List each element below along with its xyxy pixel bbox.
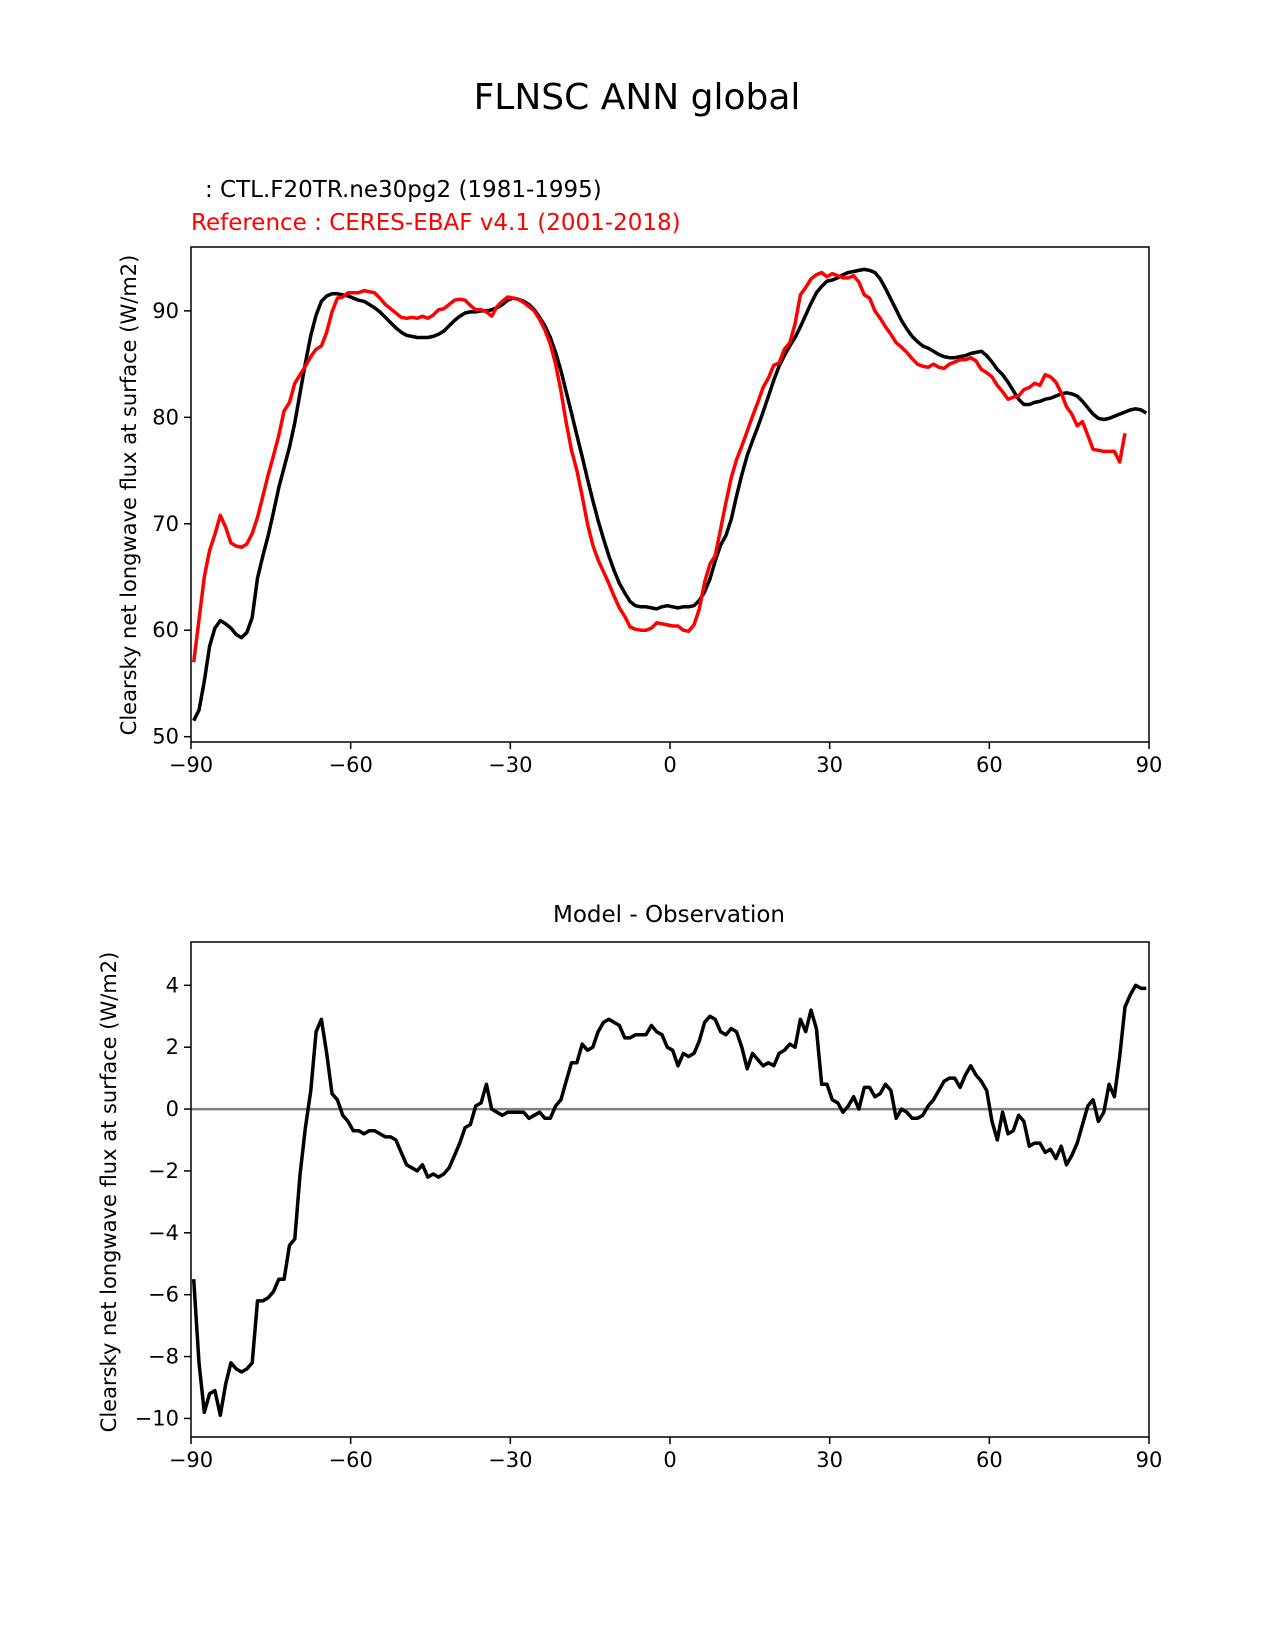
- difference-series-line: [191, 983, 1147, 1418]
- figure-title: FLNSC ANN global: [474, 77, 801, 118]
- test-series-line: [192, 267, 1148, 722]
- test-label: : CTL.F20TR.ne30pg2 (1981-1995): [205, 177, 602, 203]
- y-tick-label: 4: [166, 973, 179, 997]
- x-tick-label: 30: [816, 753, 843, 777]
- x-tick-label: 90: [1136, 1448, 1163, 1472]
- axes-frame: [190, 941, 1150, 1438]
- x-tick-label: −90: [169, 753, 213, 777]
- x-tick-label: 0: [663, 1448, 676, 1472]
- y-tick-label: 70: [152, 512, 179, 536]
- x-tick-label: 60: [976, 1448, 1003, 1472]
- x-tick-label: −90: [169, 1448, 213, 1472]
- reference-series-line: [191, 270, 1127, 663]
- x-tick-label: −60: [329, 1448, 373, 1472]
- bottom-y-axis-label: Clearsky net longwave flux at surface (W…: [97, 952, 121, 1433]
- y-tick-label: 50: [152, 725, 179, 749]
- y-tick-label: 2: [166, 1035, 179, 1059]
- y-tick-label: −4: [148, 1221, 179, 1245]
- y-tick-label: −6: [148, 1283, 179, 1307]
- x-tick-label: 60: [976, 753, 1003, 777]
- axes-frame: [190, 246, 1150, 743]
- y-tick-label: −8: [148, 1345, 179, 1369]
- bottom-title: Model - Observation: [553, 902, 785, 928]
- y-tick-label: −10: [135, 1406, 179, 1430]
- y-tick-label: 80: [152, 405, 179, 429]
- y-tick-label: 90: [152, 299, 179, 323]
- y-tick-label: 60: [152, 618, 179, 642]
- top-plot-area: −90 −60 −30 0 30 60 90 50 60 70 80 90: [152, 246, 1163, 777]
- reference-label: Reference : CERES-EBAF v4.1 (2001-2018): [191, 210, 681, 236]
- x-tick-label: 90: [1136, 753, 1163, 777]
- y-tick-label: 0: [166, 1097, 179, 1121]
- bottom-plot-area: −90 −60 −30 0 30 60 90 −10 −8 −6 −4 −2 0 2 4: [135, 941, 1163, 1472]
- x-tick-label: 30: [816, 1448, 843, 1472]
- x-tick-label: 0: [663, 753, 676, 777]
- x-tick-label: −30: [488, 753, 532, 777]
- top-y-axis-label: Clearsky net longwave flux at surface (W…: [117, 255, 141, 736]
- x-tick-label: −60: [329, 753, 373, 777]
- bottom-panel: Model - Observation −90 −60 −30 0 30 60 90−10−…: [97, 902, 1162, 1472]
- y-tick-label: −2: [148, 1159, 179, 1183]
- x-tick-label: −30: [488, 1448, 532, 1472]
- top-panel: : CTL.F20TR.ne30pg2 (1981-1995) Referenc…: [117, 177, 1162, 777]
